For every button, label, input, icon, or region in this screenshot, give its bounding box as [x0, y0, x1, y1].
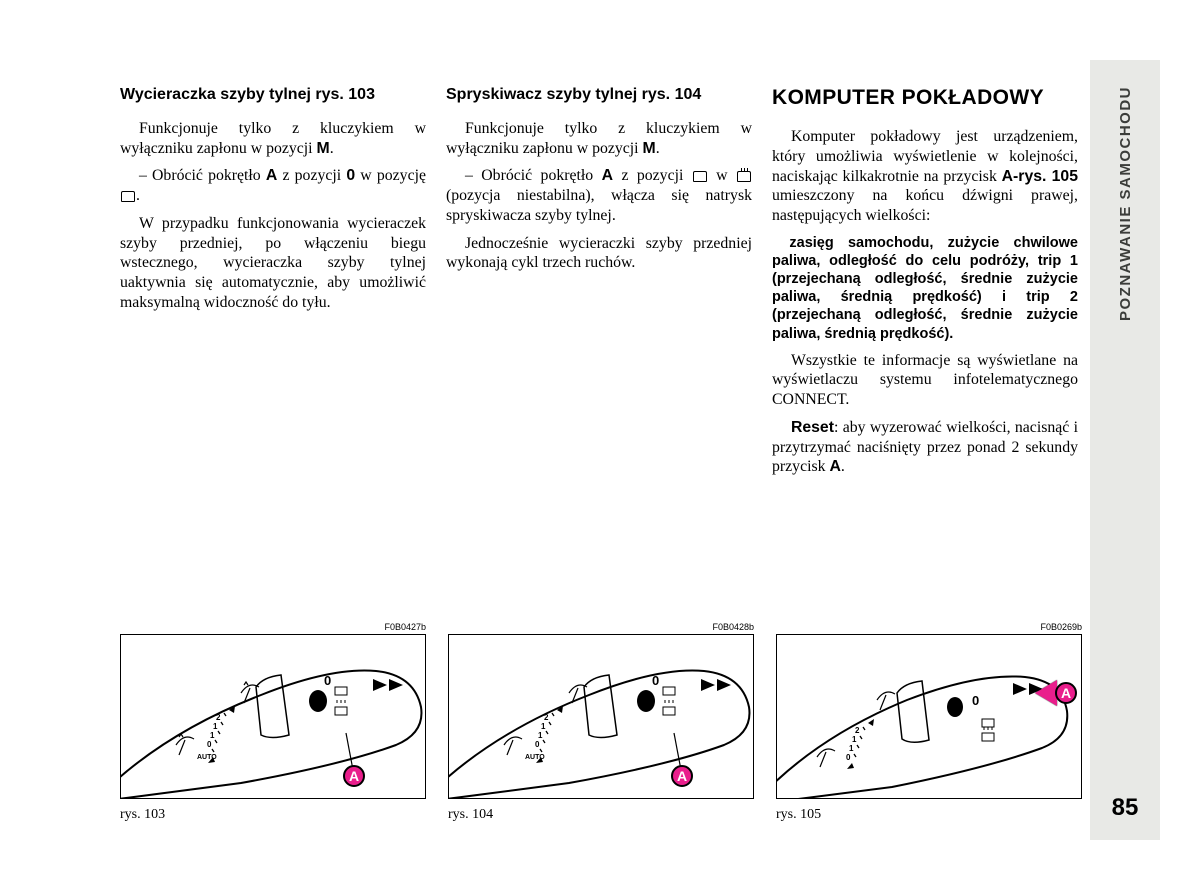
marker-a: A — [671, 765, 693, 787]
svg-text:0: 0 — [652, 673, 659, 688]
svg-text:1: 1 — [849, 744, 854, 753]
column-left: Wycieraczka szyby tylnej rys. 103 Funkcj… — [120, 85, 426, 605]
lever-illustration: 0 2 1 1 0 AUTO — [449, 635, 754, 799]
bold: A — [602, 167, 613, 184]
text: (pozycja niestabilna), włącza się natrys… — [446, 187, 752, 224]
bold: A-rys. 105 — [1002, 168, 1078, 185]
svg-text:1: 1 — [213, 722, 218, 731]
marker-a: A — [1055, 682, 1077, 704]
left-heading: Wycieraczka szyby tylnej rys. 103 — [120, 85, 426, 105]
figure-caption: rys. 103 — [120, 807, 426, 823]
middle-heading: Spryskiwacz szyby tylnej rys. 104 — [446, 85, 752, 105]
left-p1: Funkcjonuje tylko z kluczykiem w wyłączn… — [120, 119, 426, 158]
left-p2: – Obrócić pokrętło A z pozycji 0 w pozyc… — [120, 166, 426, 205]
svg-text:0: 0 — [972, 693, 979, 708]
section-label: POZNAWANIE SAMOCHODU — [1117, 86, 1134, 321]
text: umieszczony na końcu dźwigni prawej, nas… — [772, 187, 1078, 224]
right-p2: zasięg samochodu, zużycie chwilowe paliw… — [772, 234, 1078, 343]
svg-text:0: 0 — [846, 753, 851, 762]
text: w pozycję — [355, 167, 426, 184]
lever-illustration: 0 2 1 1 0 AUTO — [121, 635, 426, 799]
bold: Reset — [791, 419, 834, 436]
content-columns: Wycieraczka szyby tylnej rys. 103 Funkcj… — [120, 85, 1080, 605]
text: . — [330, 140, 334, 157]
text: . — [656, 140, 660, 157]
lbl-zero: 0 — [324, 673, 331, 688]
svg-text:1: 1 — [852, 735, 857, 744]
figure-caption: rys. 105 — [776, 807, 1082, 823]
bold: M — [317, 140, 330, 157]
svg-text:2: 2 — [544, 713, 549, 722]
rear-window-icon — [693, 171, 707, 182]
figure-code: F0B0269b — [776, 622, 1082, 632]
svg-text:0: 0 — [207, 740, 212, 749]
svg-text:2: 2 — [855, 726, 860, 735]
figure-box: 0 2 1 1 0 AUTO A — [120, 634, 426, 799]
text: z pozycji — [277, 167, 346, 184]
right-p1: Komputer pokładowy jest urządzeniem, któ… — [772, 127, 1078, 226]
figure-caption: rys. 104 — [448, 807, 754, 823]
text: z pozycji — [613, 167, 692, 184]
middle-p1: Funkcjonuje tylko z kluczykiem w wyłączn… — [446, 119, 752, 158]
figure-code: F0B0427b — [120, 622, 426, 632]
column-middle: Spryskiwacz szyby tylnej rys. 104 Funkcj… — [446, 85, 752, 605]
text: w — [708, 167, 736, 184]
sidebar: POZNAWANIE SAMOCHODU 85 — [1090, 60, 1160, 840]
text: Funkcjonuje tylko z kluczykiem w wyłączn… — [120, 120, 426, 157]
svg-text:1: 1 — [210, 731, 215, 740]
text: . — [841, 458, 845, 475]
marker-arrow-a: A — [1035, 680, 1079, 706]
svg-text:2: 2 — [216, 713, 221, 722]
right-p4: Reset: aby wyzerować wielkości, nacisnąć… — [772, 418, 1078, 477]
svg-text:AUTO: AUTO — [525, 754, 545, 761]
figures-row: F0B0427b 0 2 1 1 0 AUTO — [120, 622, 1080, 823]
figure-103: F0B0427b 0 2 1 1 0 AUTO — [120, 622, 426, 823]
page-number: 85 — [1112, 794, 1139, 822]
figure-box: 0 2 1 1 0 AUTO A — [448, 634, 754, 799]
figure-105: F0B0269b 0 2 1 1 0 — [776, 622, 1082, 823]
svg-text:AUTO: AUTO — [197, 754, 217, 761]
left-p3: W przypadku funkcjonowania wycieraczek s… — [120, 214, 426, 313]
bold: 0 — [346, 167, 355, 184]
arrow-icon — [1035, 680, 1057, 706]
text: – Obrócić pokrętło — [465, 167, 602, 184]
figure-box: 0 2 1 1 0 A — [776, 634, 1082, 799]
figure-104: F0B0428b 0 2 1 1 0 AUTO — [448, 622, 754, 823]
right-p3: Wszystkie te informacje są wyświetlane n… — [772, 351, 1078, 410]
bold: A — [266, 167, 277, 184]
bold: M — [643, 140, 656, 157]
svg-text:0: 0 — [535, 740, 540, 749]
right-title: KOMPUTER POKŁADOWY — [772, 85, 1078, 111]
figure-code: F0B0428b — [448, 622, 754, 632]
text: – Obrócić pokrętło — [139, 167, 266, 184]
bold: A — [829, 458, 840, 475]
svg-text:1: 1 — [538, 731, 543, 740]
page: POZNAWANIE SAMOCHODU 85 Wycieraczka szyb… — [0, 0, 1200, 886]
middle-p3: Jednocześnie wycieraczki szyby przedniej… — [446, 234, 752, 273]
svg-text:1: 1 — [541, 722, 546, 731]
text: Funkcjonuje tylko z kluczykiem w wyłączn… — [446, 120, 752, 157]
rear-window-icon — [121, 191, 135, 202]
marker-a: A — [343, 765, 365, 787]
middle-p2: – Obrócić pokrętło A z pozycji w (pozycj… — [446, 166, 752, 225]
lever-illustration: 0 2 1 1 0 — [777, 635, 1082, 799]
column-right: KOMPUTER POKŁADOWY Komputer pokładowy je… — [772, 85, 1078, 605]
rear-washer-icon — [737, 171, 751, 182]
